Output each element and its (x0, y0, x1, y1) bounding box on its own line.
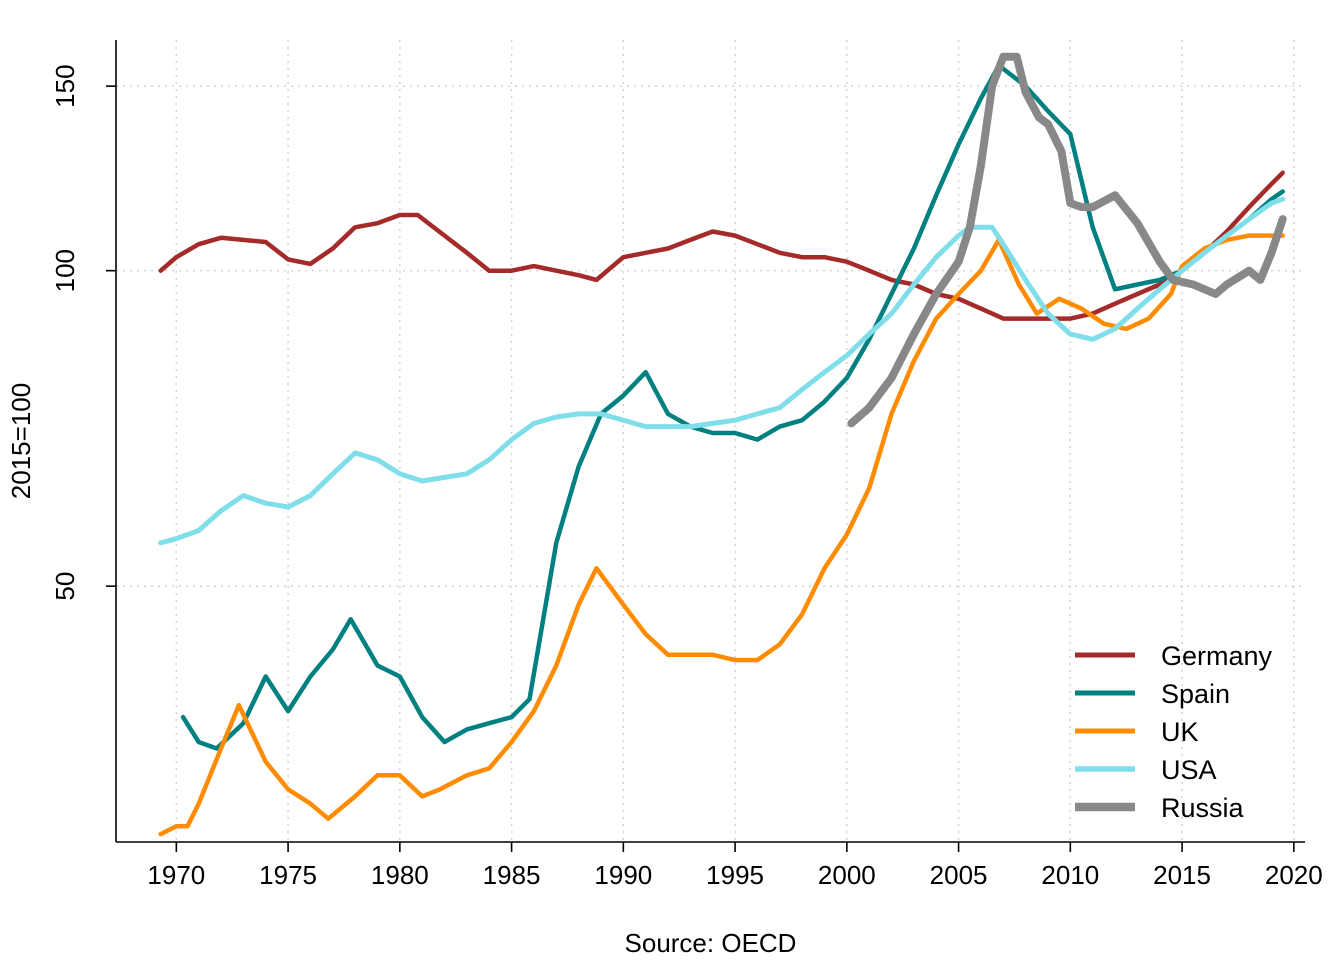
x-tick-label: 2010 (1041, 860, 1099, 890)
series-line-germany (158, 170, 1285, 321)
legend: Germany Spain UK USA Russia (1075, 641, 1273, 823)
grid (116, 40, 1305, 842)
x-tick-label: 1985 (483, 860, 541, 890)
x-tick-label: 1995 (706, 860, 764, 890)
legend-label-spain: Spain (1161, 679, 1230, 709)
y-tick-label: 150 (50, 64, 80, 107)
legend-label-russia: Russia (1161, 793, 1245, 823)
series-line-usa (158, 196, 1286, 546)
y-tick-label: 50 (50, 572, 80, 601)
x-tick-label: 1990 (594, 860, 652, 890)
y-axis-title: 2015=100 (6, 383, 36, 499)
x-tick-label: 2000 (818, 860, 876, 890)
series-lines (158, 52, 1287, 837)
series-line-russia (847, 52, 1287, 428)
x-tick-label: 1980 (371, 860, 429, 890)
series-line-uk (158, 233, 1285, 837)
x-tick-label: 1975 (259, 860, 317, 890)
x-tick-label: 2020 (1265, 860, 1323, 890)
x-axis-ticks: 1970 1975 1980 1985 1990 1995 2000 2005 2010 2015… (147, 842, 1323, 890)
x-tick-label: 1970 (147, 860, 205, 890)
legend-label-uk: UK (1161, 717, 1199, 747)
x-tick-label: 2015 (1153, 860, 1211, 890)
series-line-spain (180, 63, 1285, 751)
y-tick-label: 100 (50, 249, 80, 292)
y-axis-ticks: 50 100 150 (50, 64, 116, 601)
legend-label-germany: Germany (1161, 641, 1273, 671)
axes: 1970 1975 1980 1985 1990 1995 2000 2005 2010 2015… (50, 40, 1323, 890)
x-axis-title: Source: OECD (625, 928, 797, 958)
x-tick-label: 2005 (930, 860, 988, 890)
legend-label-usa: USA (1161, 755, 1217, 785)
